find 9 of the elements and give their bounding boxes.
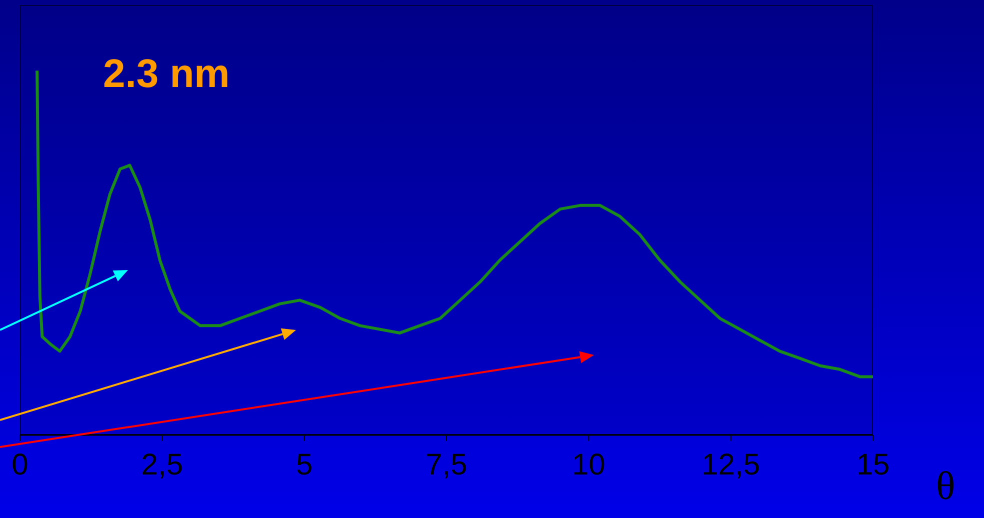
x-tick-label: 7,5 [426,448,468,482]
x-tick-label: 2,5 [141,448,184,482]
x-tick-label: 5 [296,448,313,482]
x-tick-label: 12,5 [702,448,760,482]
x-tick-label: 15 [856,448,890,482]
annotation: 2.3 nm [103,52,230,97]
x-tick-label: 10 [572,448,606,482]
x-axis-title: θ [936,462,956,509]
x-tick-label: 0 [12,448,28,482]
